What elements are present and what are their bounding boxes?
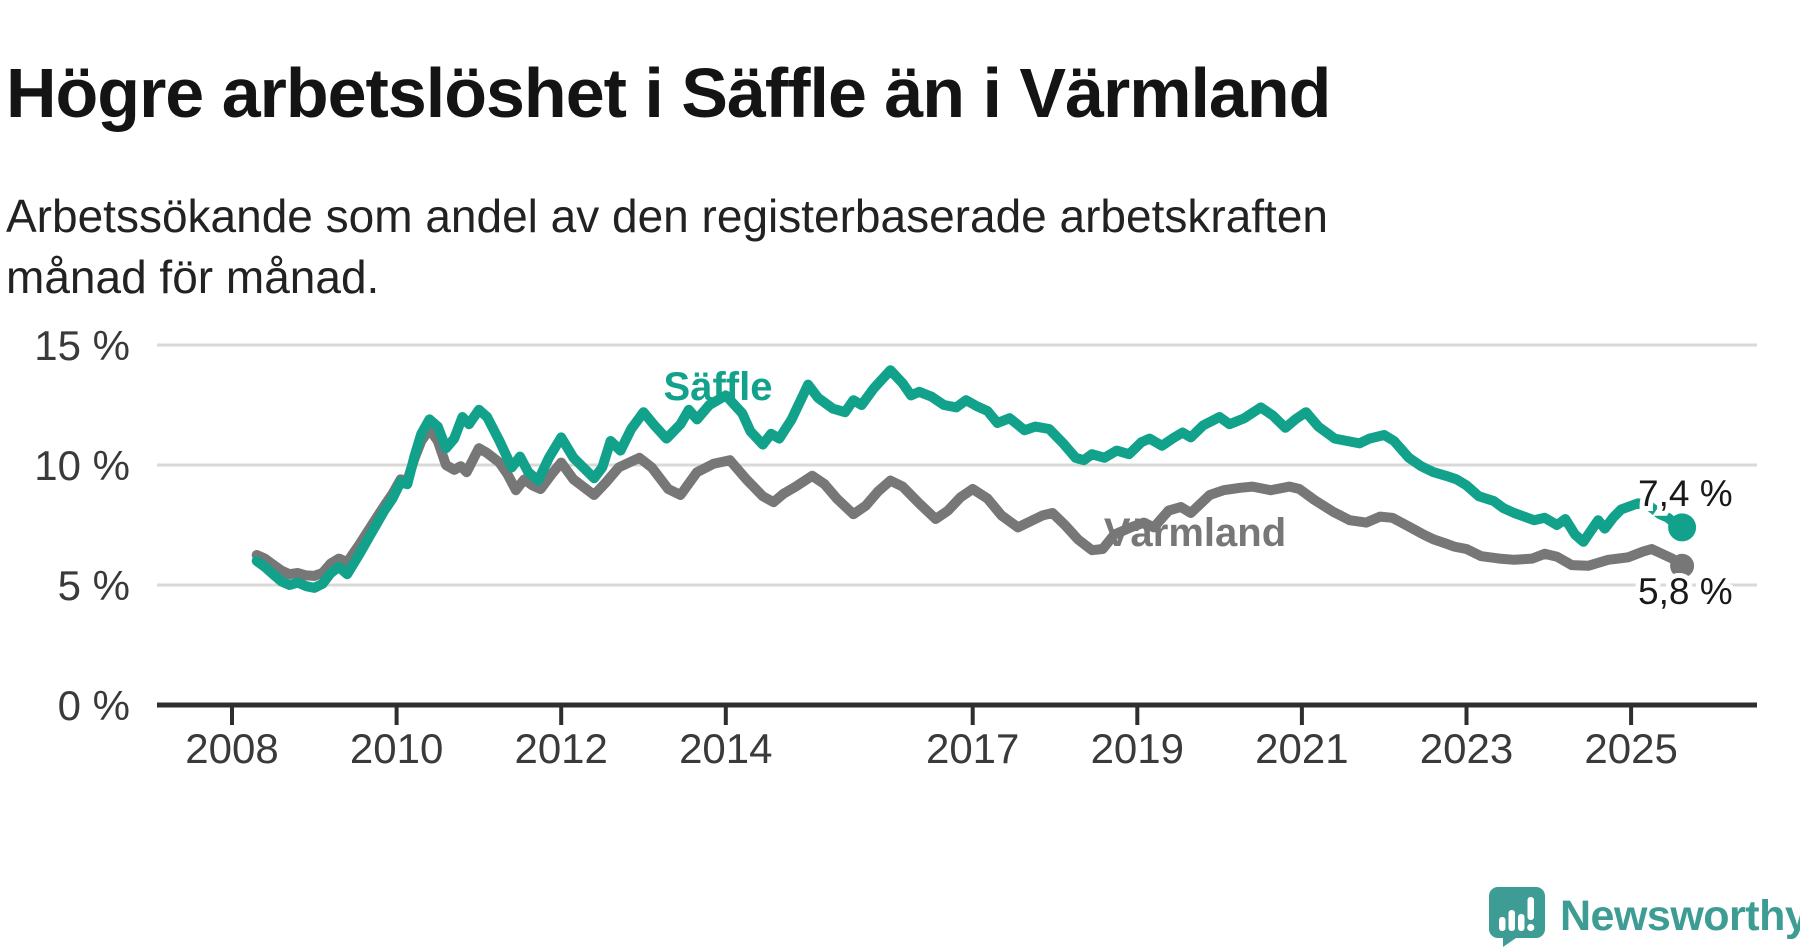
- x-tick-label: 2021: [1255, 725, 1348, 772]
- x-tick-label: 2014: [679, 725, 772, 772]
- varmland-end-value-label: 5,8 %: [1638, 571, 1733, 612]
- x-tick-label: 2023: [1420, 725, 1513, 772]
- page-title: Högre arbetslöshet i Säffle än i Värmlan…: [6, 53, 1331, 132]
- x-tick-label: 2025: [1584, 725, 1677, 772]
- saffle-line: [251, 365, 1688, 593]
- newsworthy-logo: [1488, 886, 1546, 948]
- y-tick-label: 15 %: [34, 322, 130, 369]
- x-tick-label: 2019: [1091, 725, 1184, 772]
- y-tick-label: 5 %: [58, 562, 130, 609]
- y-tick-label: 10 %: [34, 442, 130, 489]
- y-tick-label: 0 %: [58, 682, 130, 729]
- saffle-end-dot: [1668, 513, 1697, 542]
- saffle-end-value-label: 7,4 %: [1638, 473, 1733, 514]
- x-tick-label: 2008: [185, 725, 278, 772]
- varmland-series-label: Värmland: [1104, 511, 1286, 555]
- varmland-line: [251, 424, 1688, 581]
- x-tick-label: 2012: [514, 725, 607, 772]
- varmland-end-dot: [1670, 553, 1695, 578]
- x-tick-label: 2017: [926, 725, 1019, 772]
- x-tick-label: 2010: [350, 725, 443, 772]
- chart-subtitle: Arbetssökande som andel av den registerb…: [6, 190, 1329, 303]
- newsworthy-logo-text: Newsworthy: [1560, 892, 1800, 940]
- newsworthy-logo-icon: [1489, 887, 1545, 947]
- saffle-series-label: Säffle: [664, 365, 773, 409]
